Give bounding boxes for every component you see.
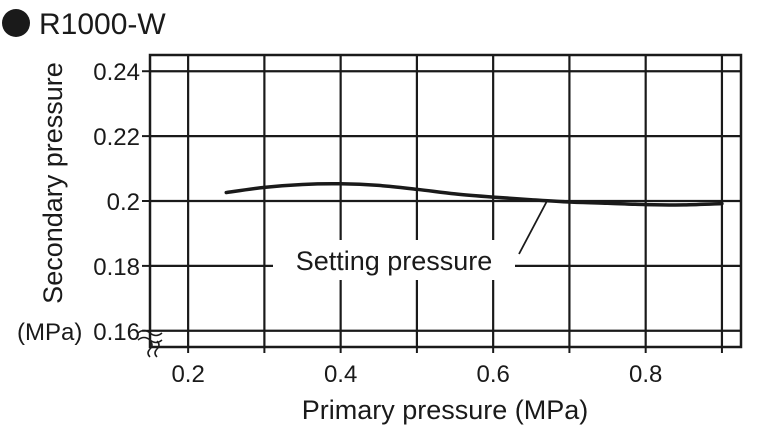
x-tick-label: 0.4 (324, 361, 357, 388)
annotation-leader-line (518, 200, 548, 255)
annotation: Setting pressure (273, 200, 548, 280)
annotation-label: Setting pressure (296, 246, 493, 276)
plot-area (142, 53, 743, 353)
y-tick-labels: 0.16 0.18 0.2 0.22 0.24 (93, 59, 140, 346)
y-tick-label: 0.16 (93, 319, 140, 346)
y-axis-label: Secondary pressure (38, 62, 68, 304)
chart-title: R1000-W (39, 8, 166, 41)
title-bullet-icon (2, 9, 30, 37)
y-axis-unit: (MPa) (17, 319, 82, 346)
x-tick-label: 0.2 (171, 361, 204, 388)
x-axis-label: Primary pressure (MPa) (302, 395, 589, 425)
y-tick-label: 0.18 (93, 254, 140, 281)
annotation-background (273, 240, 515, 280)
x-tick-labels: 0.2 0.4 0.6 0.8 (171, 361, 662, 388)
x-tick-label: 0.8 (629, 361, 662, 388)
series-line (224, 182, 724, 207)
series-layer (224, 182, 724, 207)
y-tick-label: 0.24 (93, 59, 140, 86)
y-tick-label: 0.22 (93, 124, 140, 151)
gridlines (142, 55, 741, 353)
axis-break-icon (137, 329, 163, 358)
y-tick-label: 0.2 (107, 189, 140, 216)
x-tick-label: 0.6 (476, 361, 509, 388)
